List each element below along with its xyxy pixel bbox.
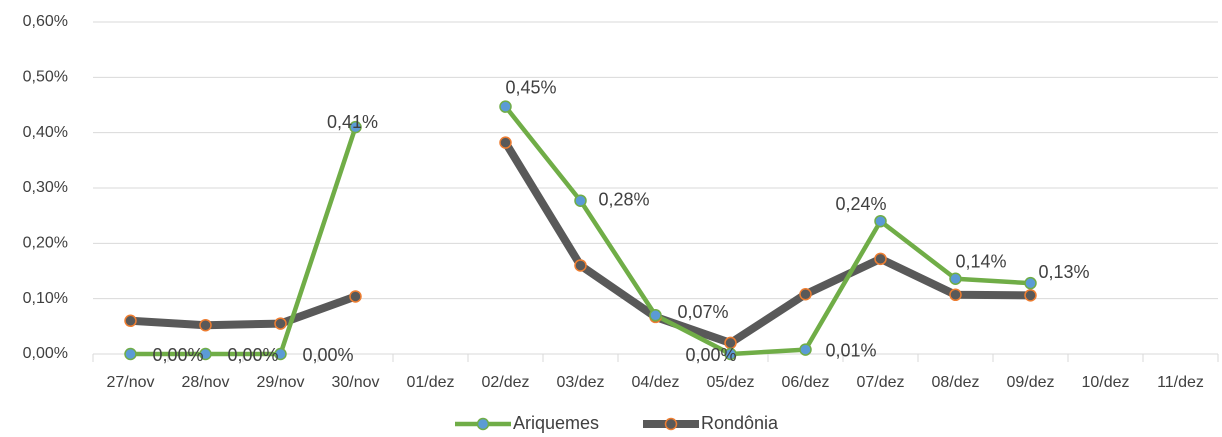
x-tick-label: 01/dez bbox=[406, 374, 454, 391]
marker bbox=[274, 347, 287, 361]
data-label: 0,00% bbox=[686, 345, 737, 365]
marker bbox=[949, 288, 962, 302]
marker bbox=[1024, 289, 1037, 302]
x-tick-label: 08/dez bbox=[931, 374, 979, 391]
data-label: 0,14% bbox=[956, 251, 1007, 271]
marker bbox=[949, 272, 962, 285]
y-tick-label: 0,40% bbox=[23, 124, 68, 141]
data-label: 0,45% bbox=[506, 77, 557, 97]
x-tick-label: 03/dez bbox=[556, 374, 604, 391]
marker bbox=[574, 259, 587, 272]
x-tick-label: 02/dez bbox=[481, 374, 529, 391]
legend-label: Ariquemes bbox=[513, 413, 599, 433]
marker bbox=[349, 290, 362, 303]
marker bbox=[1024, 276, 1037, 290]
data-label: 0,00% bbox=[153, 345, 204, 365]
x-tick-label: 05/dez bbox=[706, 374, 754, 391]
x-tick-label: 28/nov bbox=[181, 374, 229, 391]
x-tick-label: 06/dez bbox=[781, 374, 829, 391]
x-tick-label: 04/dez bbox=[631, 374, 679, 391]
data-label: 0,41% bbox=[327, 112, 378, 132]
data-label: 0,00% bbox=[303, 345, 354, 365]
marker bbox=[274, 317, 287, 330]
marker bbox=[349, 120, 362, 134]
marker bbox=[649, 309, 662, 322]
data-label: 0,00% bbox=[228, 345, 279, 365]
legend-label: Rondônia bbox=[701, 413, 779, 433]
series-line bbox=[130, 140, 1031, 347]
marker bbox=[499, 100, 512, 113]
marker bbox=[124, 347, 137, 361]
y-tick-label: 0,00% bbox=[23, 345, 68, 362]
data-label: 0,28% bbox=[599, 189, 650, 209]
x-tick-label: 09/dez bbox=[1006, 374, 1054, 391]
marker bbox=[499, 136, 512, 149]
marker bbox=[799, 343, 812, 356]
data-label: 0,13% bbox=[1039, 262, 1090, 282]
legend-marker bbox=[476, 417, 490, 431]
y-tick-label: 0,20% bbox=[23, 235, 68, 252]
x-tick-label: 27/nov bbox=[106, 374, 154, 391]
y-tick-label: 0,30% bbox=[23, 179, 68, 196]
marker bbox=[574, 194, 587, 207]
legend-marker bbox=[664, 417, 678, 431]
y-tick-label: 0,10% bbox=[23, 290, 68, 307]
x-tick-label: 11/dez bbox=[1157, 374, 1204, 391]
data-label: 0,24% bbox=[836, 194, 887, 214]
marker bbox=[874, 214, 887, 228]
marker bbox=[724, 347, 737, 361]
x-tick-label: 29/nov bbox=[256, 374, 304, 391]
marker bbox=[799, 287, 812, 301]
marker bbox=[874, 252, 887, 266]
marker bbox=[124, 314, 137, 328]
data-label: 0,07% bbox=[678, 302, 729, 322]
y-tick-label: 0,50% bbox=[23, 69, 68, 86]
marker bbox=[199, 347, 212, 361]
data-label: 0,01% bbox=[826, 340, 877, 360]
x-tick-label: 07/dez bbox=[856, 374, 904, 391]
x-tick-label: 30/nov bbox=[331, 374, 379, 391]
x-tick-label: 10/dez bbox=[1081, 374, 1129, 391]
y-tick-label: 0,60% bbox=[23, 13, 68, 30]
series-line bbox=[130, 105, 1031, 357]
marker bbox=[199, 318, 212, 332]
